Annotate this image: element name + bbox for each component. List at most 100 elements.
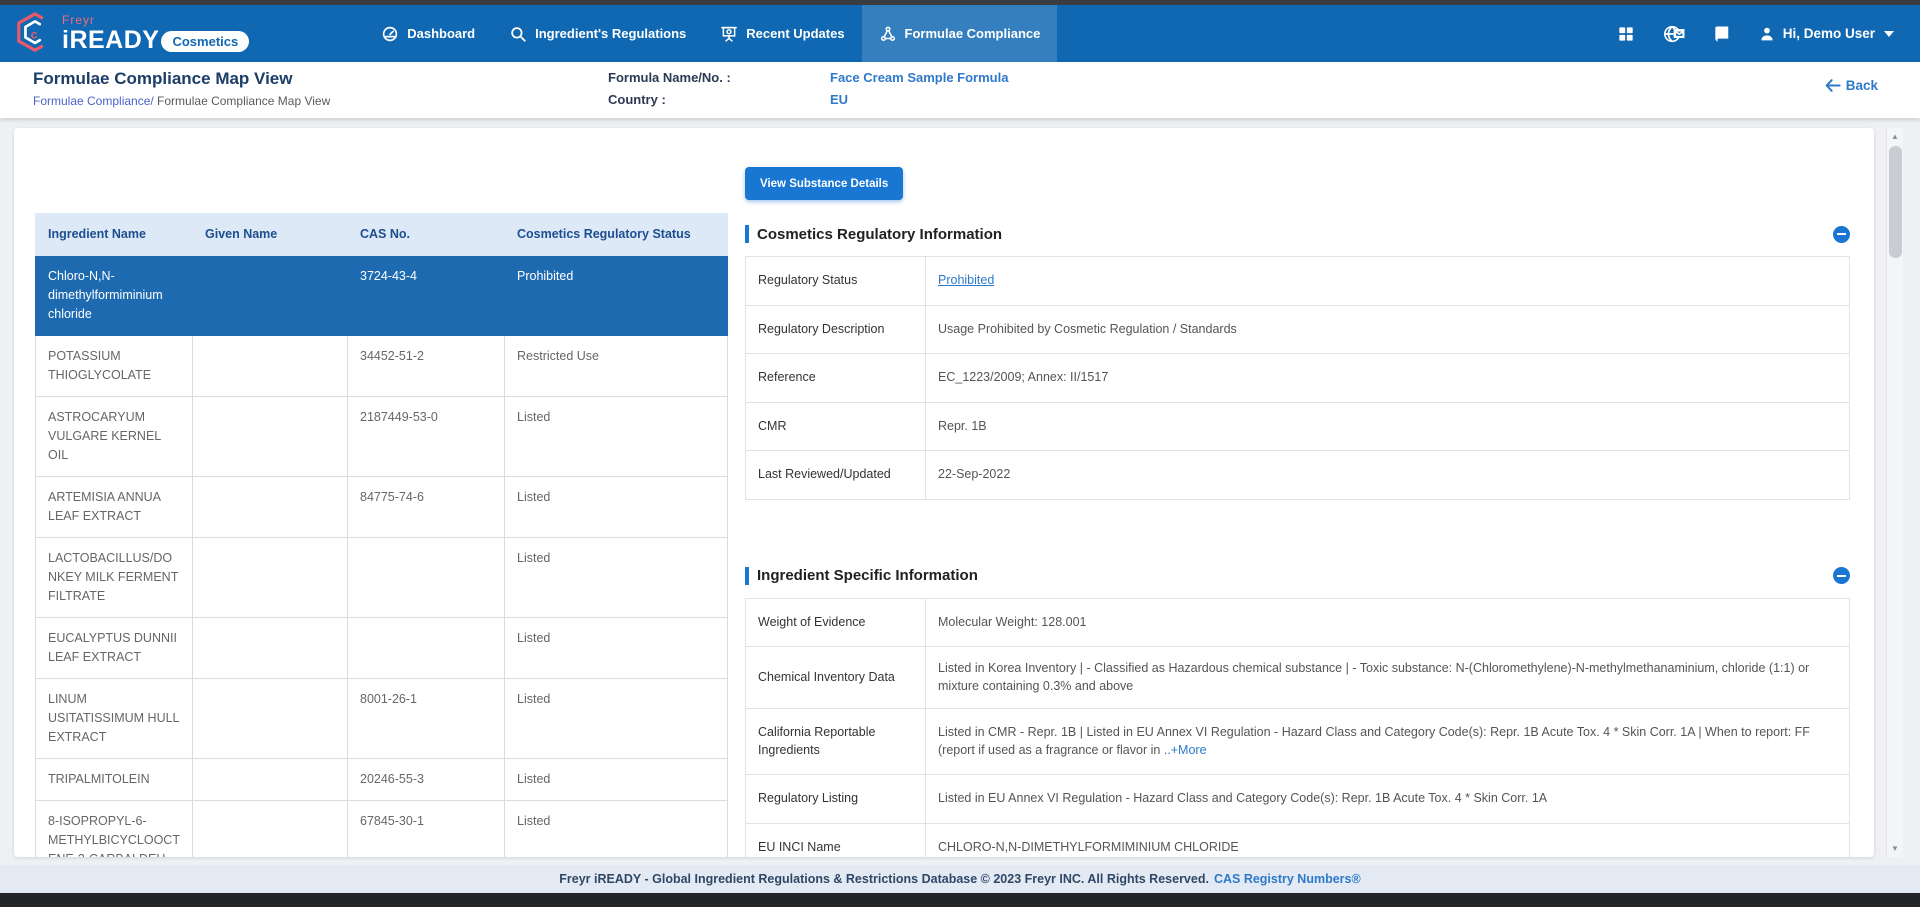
cas-cell: 84775-74-6 — [347, 476, 505, 538]
nav-ingredients-regulations[interactable]: Ingredient's Regulations — [492, 5, 703, 62]
ingredient-name-cell: 8-ISOPROPYL-6-METHYLBICYCLOOCTENE-2-CARB… — [35, 800, 193, 857]
section-accent-bar — [745, 566, 749, 585]
table-row: Reference EC_1223/2009; Annex: II/1517 — [745, 353, 1850, 403]
ingredient-row[interactable]: LINUM USITATISSIMUM HULL EXTRACT 8001-26… — [35, 678, 728, 759]
ingredient-row[interactable]: TRIPALMITOLEIN 20246-55-3 Listed — [35, 758, 728, 801]
brand-iready-text: iREADY — [62, 26, 160, 54]
section-title: Cosmetics Regulatory Information — [757, 225, 1003, 243]
compliance-card: Ingredient Name Given Name CAS No. Cosme… — [14, 128, 1874, 857]
nav-dashboard[interactable]: Dashboard — [364, 5, 492, 62]
ingredient-row[interactable]: ASTROCARYUM VULGARE KERNEL OIL 2187449-5… — [35, 396, 728, 477]
scrollbar-thumb[interactable] — [1889, 146, 1902, 258]
status-cell: Listed — [504, 800, 728, 857]
scroll-up-arrow[interactable]: ▲ — [1891, 132, 1899, 141]
user-menu[interactable]: Hi, Demo User — [1758, 25, 1894, 43]
ingredient-name-cell: EUCALYPTUS DUNNII LEAF EXTRACT — [35, 617, 193, 679]
scroll-down-arrow[interactable]: ▼ — [1891, 844, 1899, 853]
given-name-cell — [192, 800, 348, 857]
section-title: Ingredient Specific Information — [757, 567, 978, 584]
ingredient-row[interactable]: LACTOBACILLUS/DONKEY MILK FERMENT FILTRA… — [35, 537, 728, 618]
cas-cell: 2187449-53-0 — [347, 396, 505, 477]
nav-recent-updates[interactable]: Recent Updates — [703, 5, 861, 62]
given-name-cell — [192, 617, 348, 679]
kv-value: EC_1223/2009; Annex: II/1517 — [925, 353, 1850, 403]
view-substance-details-button[interactable]: View Substance Details — [745, 167, 904, 200]
cas-cell — [347, 617, 505, 679]
ingredient-name-cell: LACTOBACILLUS/DONKEY MILK FERMENT FILTRA… — [35, 537, 193, 618]
brand-cosmetics-badge: Cosmetics — [161, 31, 250, 52]
table-row: Regulatory Status Prohibited — [745, 256, 1850, 306]
vertical-scrollbar[interactable]: ▲ ▼ — [1886, 128, 1903, 857]
kv-value: Prohibited — [925, 256, 1850, 306]
footer: Freyr iREADY - Global Ingredient Regulat… — [0, 865, 1920, 893]
globe-mail-icon[interactable] — [1662, 23, 1686, 45]
given-name-cell — [192, 335, 348, 397]
col-header-cas-no: CAS No. — [347, 213, 505, 256]
status-cell: Restricted Use — [504, 335, 728, 397]
window-top-strip — [0, 0, 1920, 5]
book-icon[interactable] — [1712, 24, 1732, 44]
ingredients-panel: Ingredient Name Given Name CAS No. Cosme… — [14, 128, 728, 857]
ingredient-row[interactable]: 8-ISOPROPYL-6-METHYLBICYCLOOCTENE-2-CARB… — [35, 800, 728, 857]
status-cell: Listed — [504, 617, 728, 679]
section-accent-bar — [745, 225, 749, 243]
cas-cell: 20246-55-3 — [347, 758, 505, 801]
window-bottom-strip — [0, 893, 1920, 907]
cas-cell — [347, 537, 505, 618]
section-header-cosmetics-regulatory: Cosmetics Regulatory Information — [745, 225, 1850, 243]
ingredient-row[interactable]: ARTEMISIA ANNUA LEAF EXTRACT 84775-74-6 … — [35, 476, 728, 538]
kv-label: Regulatory Description — [745, 304, 926, 354]
status-cell: Listed — [504, 537, 728, 618]
kv-label: Chemical Inventory Data — [745, 646, 926, 709]
ingredient-row-selected[interactable]: Chloro-N,N-dimethylformiminium chloride … — [35, 255, 728, 336]
nav-ingredients-regulations-label: Ingredient's Regulations — [535, 26, 687, 41]
collapse-section-button[interactable] — [1833, 225, 1850, 243]
ingredient-name-cell: LINUM USITATISSIMUM HULL EXTRACT — [35, 678, 193, 759]
ingredient-row[interactable]: EUCALYPTUS DUNNII LEAF EXTRACT Listed — [35, 617, 728, 679]
ingredient-row[interactable]: POTASSIUM THIOGLYCOLATE 34452-51-2 Restr… — [35, 335, 728, 397]
col-header-regulatory-status: Cosmetics Regulatory Status — [504, 213, 728, 256]
nav-dashboard-label: Dashboard — [407, 26, 476, 41]
kv-value: Repr. 1B — [925, 401, 1850, 451]
ingredient-name-cell: Chloro-N,N-dimethylformiminium chloride — [35, 255, 193, 336]
navbar-right: Hi, Demo User — [1616, 23, 1920, 45]
breadcrumb: Formulae Compliance/ Formulae Compliance… — [33, 94, 330, 108]
ingredient-name-cell: POTASSIUM THIOGLYCOLATE — [35, 335, 193, 397]
nav-formulae-compliance-label: Formulae Compliance — [904, 26, 1041, 41]
more-link[interactable]: ..+More — [1163, 742, 1207, 757]
user-icon — [1758, 25, 1776, 43]
formula-name-value: Face Cream Sample Formula — [830, 70, 1009, 85]
cas-registry-link[interactable]: CAS Registry Numbers® — [1213, 872, 1361, 886]
page-title: Formulae Compliance Map View — [33, 69, 293, 88]
kv-value: Usage Prohibited by Cosmetic Regulation … — [925, 304, 1850, 354]
collapse-section-button[interactable] — [1833, 567, 1850, 584]
kv-label: Regulatory Listing — [745, 774, 926, 824]
brand-logo[interactable]: c Freyr iREADY Cosmetics — [14, 5, 250, 62]
breadcrumb-parent-link[interactable]: Formulae Compliance/ — [33, 94, 154, 108]
ingredient-name-cell: TRIPALMITOLEIN — [35, 758, 193, 801]
kv-value: Listed in EU Annex VI Regulation - Hazar… — [925, 774, 1850, 824]
given-name-cell — [192, 678, 348, 759]
ingredient-specific-table: Weight of Evidence Molecular Weight: 128… — [745, 597, 1850, 857]
brand-freyr-text: Freyr — [62, 13, 95, 27]
table-row: Weight of Evidence Molecular Weight: 128… — [745, 597, 1850, 647]
given-name-cell — [192, 537, 348, 618]
kv-label: Regulatory Status — [745, 256, 926, 306]
user-greeting: Hi, Demo User — [1782, 26, 1875, 41]
col-header-ingredient-name: Ingredient Name — [35, 213, 193, 256]
status-cell: Listed — [504, 758, 728, 801]
kv-value: 22-Sep-2022 — [925, 450, 1850, 500]
back-button[interactable]: Back — [1825, 78, 1878, 93]
status-cell: Prohibited — [504, 255, 728, 336]
given-name-cell — [192, 758, 348, 801]
kv-label: Reference — [745, 353, 926, 403]
status-cell: Listed — [504, 476, 728, 538]
formula-info: Formula Name/No. : Face Cream Sample For… — [608, 70, 1008, 114]
nav-formulae-compliance[interactable]: Formulae Compliance — [861, 5, 1058, 62]
top-navbar: c Freyr iREADY Cosmetics Dashboard — [0, 5, 1920, 62]
prohibited-link[interactable]: Prohibited — [938, 273, 995, 287]
table-row: Regulatory Listing Listed in EU Annex VI… — [745, 774, 1850, 824]
cosmetics-regulatory-table: Regulatory Status Prohibited Regulatory … — [745, 256, 1850, 500]
kv-value: Listed in Korea Inventory | - Classified… — [925, 646, 1850, 709]
apps-grid-icon[interactable] — [1616, 24, 1636, 44]
